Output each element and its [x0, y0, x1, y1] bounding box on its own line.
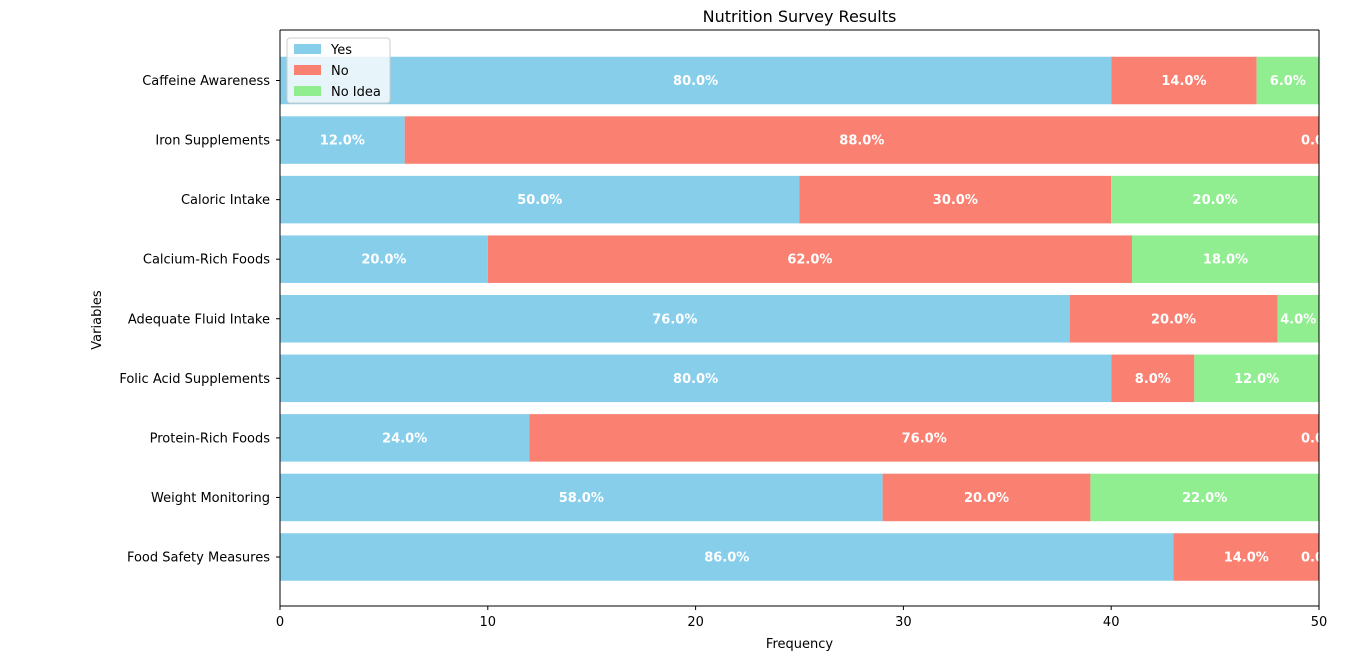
y-tick-label: Caloric Intake [181, 193, 270, 208]
bar-yes [280, 116, 405, 164]
bar-data-label: 0.0% [1301, 431, 1337, 446]
bar-no-idea [1194, 354, 1319, 403]
legend-swatch-yes [294, 44, 321, 54]
bar-data-label: 22.0% [1182, 491, 1227, 506]
bar-data-label: 62.0% [787, 253, 832, 268]
bar-data-label: 12.0% [1234, 372, 1279, 387]
bar-data-label: 80.0% [673, 74, 718, 89]
bar-no [882, 473, 1091, 522]
bar-data-label: 76.0% [902, 431, 947, 446]
bar-no [404, 116, 1319, 164]
bar-data-label: 14.0% [1224, 551, 1269, 566]
x-tick-label: 0 [276, 615, 284, 630]
bar-data-label: 8.0% [1135, 372, 1171, 387]
bar-data-label: 0.0% [1301, 134, 1337, 149]
bar-no [1111, 354, 1195, 403]
bar-data-label: 20.0% [361, 253, 406, 268]
bar-data-label: 80.0% [673, 372, 718, 387]
chart-title: Nutrition Survey Results [703, 7, 897, 26]
bar-yes [280, 295, 1070, 343]
bar-data-label: 88.0% [839, 134, 884, 149]
bar-no [487, 235, 1132, 283]
bar-data-label: 58.0% [559, 491, 604, 506]
y-tick-label: Adequate Fluid Intake [128, 312, 270, 327]
bar-data-label: 50.0% [517, 193, 562, 208]
bar-no [799, 175, 1112, 224]
x-axis-label: Frequency [766, 637, 833, 652]
bar-yes [280, 354, 1112, 403]
y-tick-label: Food Safety Measures [127, 551, 270, 566]
bar-yes [280, 473, 883, 522]
bar-data-label: 20.0% [964, 491, 1009, 506]
y-tick-label: Folic Acid Supplements [119, 372, 270, 387]
bar-yes [280, 414, 530, 462]
bar-no [1069, 295, 1278, 343]
bar-no-idea [1131, 235, 1319, 283]
legend-label: No [331, 64, 349, 79]
bar-yes [280, 235, 488, 283]
x-tick-label: 10 [480, 615, 497, 630]
y-tick-label: Protein-Rich Foods [150, 431, 271, 446]
bar-no-idea [1111, 175, 1319, 224]
bar-no-idea [1256, 56, 1319, 105]
bar-yes [280, 56, 1112, 105]
legend-swatch-no [294, 65, 321, 75]
bar-yes [280, 533, 1174, 581]
bar-no-idea [1277, 295, 1319, 343]
bar-data-label: 86.0% [704, 551, 749, 566]
y-tick-label: Caffeine Awareness [142, 74, 270, 89]
bar-data-label: 20.0% [1193, 193, 1238, 208]
bar-data-label: 0.0% [1301, 551, 1337, 566]
bar-data-label: 14.0% [1161, 74, 1206, 89]
bar-data-label: 76.0% [652, 312, 697, 327]
bar-data-label: 6.0% [1270, 74, 1306, 89]
legend-label: No Idea [331, 85, 381, 100]
bar-no-idea [1090, 473, 1319, 522]
x-tick-label: 20 [687, 615, 704, 630]
legend: Yes No No Idea [286, 37, 391, 104]
bar-data-label: 12.0% [320, 134, 365, 149]
x-tick-label: 50 [1311, 615, 1328, 630]
y-axis-label: Variables [90, 290, 105, 350]
x-tick-label: 30 [895, 615, 912, 630]
axes-group: 0 10 20 30 40 50 Caffeine Awareness Iron Supple… [119, 29, 1328, 630]
bar-no [1111, 56, 1257, 105]
bar-no [529, 414, 1319, 462]
y-tick-label: Calcium-Rich Foods [143, 253, 270, 268]
bar-no [1173, 533, 1319, 581]
bar-data-label: 20.0% [1151, 312, 1196, 327]
y-tick-label: Iron Supplements [155, 134, 270, 149]
legend-swatch-no-idea [294, 86, 321, 96]
bar-data-label: 4.0% [1280, 312, 1316, 327]
bar-data-label: 18.0% [1203, 253, 1248, 268]
bars-group: 80.0% 14.0% 6.0% 12.0% 88.0% 0.0% 50.0% 30.0% 20… [280, 56, 1337, 581]
bar-data-label: 30.0% [933, 193, 978, 208]
bar-yes [280, 175, 800, 224]
x-tick-label: 40 [1103, 615, 1120, 630]
legend-label: Yes [330, 43, 352, 58]
y-tick-label: Weight Monitoring [151, 491, 270, 506]
bar-data-label: 24.0% [382, 431, 427, 446]
